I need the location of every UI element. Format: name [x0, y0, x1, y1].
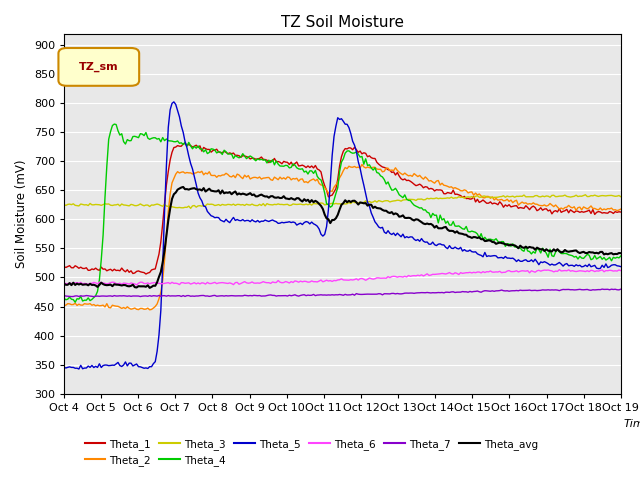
X-axis label: Time: Time — [624, 419, 640, 429]
FancyBboxPatch shape — [58, 48, 139, 86]
Y-axis label: Soil Moisture (mV): Soil Moisture (mV) — [15, 159, 28, 268]
Title: TZ Soil Moisture: TZ Soil Moisture — [281, 15, 404, 30]
Legend: Theta_1, Theta_2, Theta_3, Theta_4, Theta_5, Theta_6, Theta_7, Theta_avg: Theta_1, Theta_2, Theta_3, Theta_4, Thet… — [81, 435, 543, 470]
Text: TZ_sm: TZ_sm — [79, 62, 119, 72]
